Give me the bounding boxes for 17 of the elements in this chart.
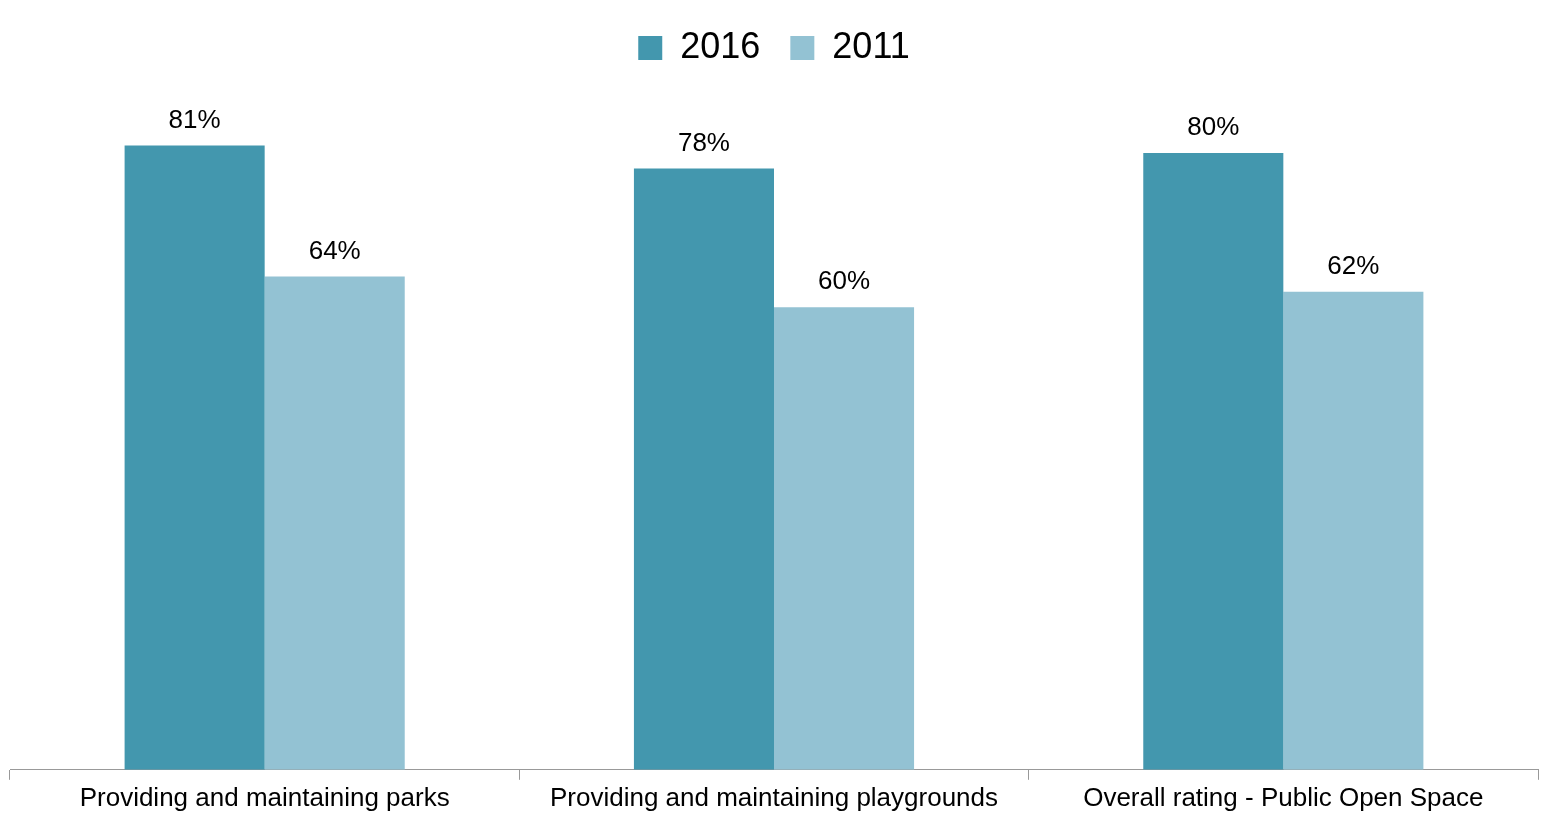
- bar: [774, 307, 915, 770]
- bar: [124, 145, 265, 770]
- legend-label: 2011: [832, 24, 910, 66]
- data-label: 62%: [1327, 250, 1380, 281]
- legend-label: 2016: [680, 24, 761, 66]
- x-tick-label: Providing and maintaining parks: [79, 781, 450, 812]
- data-label: 64%: [308, 234, 361, 265]
- bar: [1143, 153, 1284, 770]
- data-label: 81%: [168, 103, 221, 134]
- data-label: 78%: [677, 126, 730, 157]
- data-label: 60%: [818, 265, 871, 296]
- x-tick-label: Overall rating - Public Open Space: [1083, 781, 1484, 812]
- bar: [1283, 291, 1424, 770]
- data-label: 80%: [1187, 111, 1240, 142]
- bar: [264, 276, 405, 770]
- bar: [633, 168, 774, 770]
- x-tick-label: Providing and maintaining playgrounds: [549, 781, 999, 812]
